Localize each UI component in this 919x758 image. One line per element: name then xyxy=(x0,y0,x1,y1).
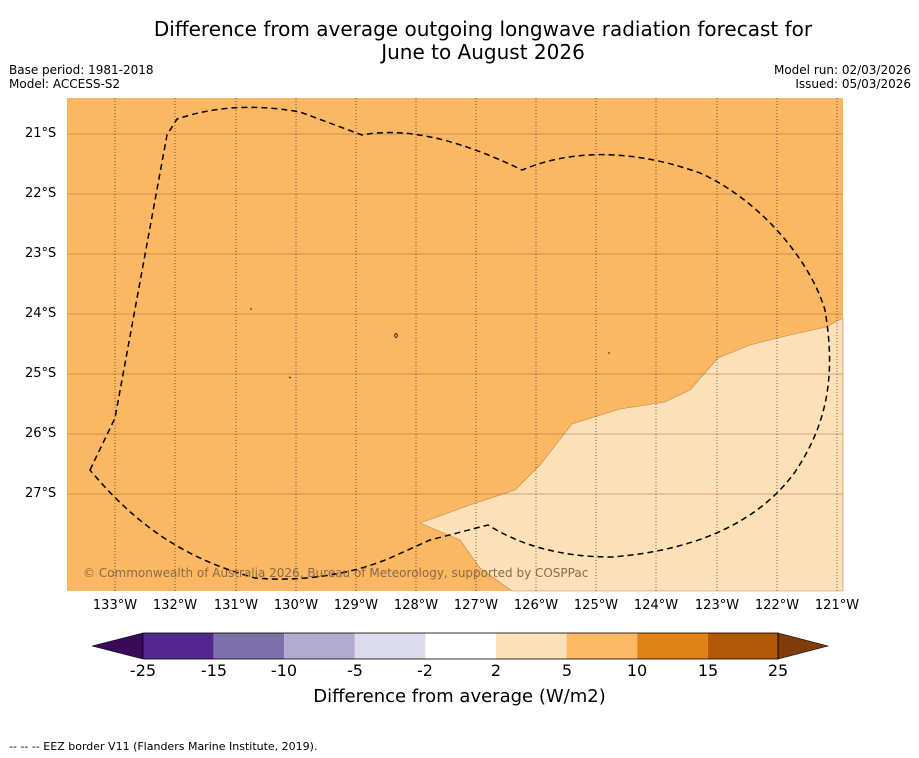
model-text: Model: ACCESS-S2 xyxy=(9,77,121,91)
lon-label: 131°W xyxy=(213,598,259,613)
island-marker xyxy=(288,376,292,379)
colorbar-tick-label: -15 xyxy=(200,661,228,680)
lon-label: 122°W xyxy=(754,598,800,613)
colorbar-segment xyxy=(354,633,426,659)
lon-label: 129°W xyxy=(333,598,379,613)
colorbar-outline xyxy=(142,632,779,660)
lon-label: 124°W xyxy=(633,598,679,613)
colorbar-title: Difference from average (W/m2) xyxy=(313,686,606,707)
issued-text: Issued: 05/03/2026 xyxy=(795,77,911,91)
lat-label: 24°S xyxy=(25,306,57,321)
lat-label: 27°S xyxy=(25,486,57,501)
colorbar-segment xyxy=(425,633,496,659)
colorbar-segment xyxy=(213,633,285,659)
lon-label: 121°W xyxy=(814,598,860,613)
lon-label: 125°W xyxy=(573,598,619,613)
latitude-gridlines xyxy=(67,133,843,495)
islands xyxy=(250,308,610,379)
colorbar-tick-label: 5 xyxy=(561,661,573,680)
title-line-2: June to August 2026 xyxy=(381,40,585,64)
colorbar-tick-label: 15 xyxy=(697,661,719,680)
lon-label: 133°W xyxy=(92,598,138,613)
colorbar-segment xyxy=(143,633,214,659)
lon-label: 127°W xyxy=(453,598,499,613)
lat-label: 21°S xyxy=(25,126,57,141)
colorbar-tick-label: 25 xyxy=(767,661,789,680)
lat-label: 22°S xyxy=(25,186,57,201)
copyright-text: © Commonwealth of Australia 2026, Bureau… xyxy=(83,566,588,580)
colorbar-tick-label: -25 xyxy=(129,661,157,680)
colorbar-segment xyxy=(284,633,355,659)
colorbar-segment xyxy=(637,633,708,659)
colorbar-tick-label: -2 xyxy=(417,661,433,680)
title-line-1: Difference from average outgoing longwav… xyxy=(153,17,813,41)
model-run-text: Model run: 02/03/2026 xyxy=(773,63,911,77)
lon-label: 128°W xyxy=(393,598,439,613)
colorbar-segment xyxy=(707,633,778,659)
colorbar-max-extension xyxy=(777,632,830,660)
footnote-eez: -- -- -- EEZ border V11 (Flanders Marine… xyxy=(9,740,318,753)
colorbar-tick-label: 2 xyxy=(490,661,502,680)
chart-title: Difference from average outgoing longwav… xyxy=(0,18,919,64)
lon-label: 123°W xyxy=(694,598,740,613)
run-info: Model run: 02/03/2026 Issued: 05/03/2026 xyxy=(774,63,911,91)
colorbar-min-extension xyxy=(91,632,144,660)
colorbar-tick-label: -10 xyxy=(270,661,298,680)
longitude-gridlines xyxy=(114,98,838,591)
lat-label: 26°S xyxy=(25,426,57,441)
colorbar-tick-label: 10 xyxy=(626,661,648,680)
lat-label: 23°S xyxy=(25,246,57,261)
lon-label: 132°W xyxy=(152,598,198,613)
lat-label: 25°S xyxy=(25,366,57,381)
colorbar-segment xyxy=(496,633,567,659)
lon-label: 126°W xyxy=(513,598,559,613)
island-marker xyxy=(394,333,398,338)
eez-border xyxy=(89,106,831,580)
colorbar xyxy=(91,632,830,660)
base-info: Base period: 1981-2018 Model: ACCESS-S2 xyxy=(9,63,154,91)
base-period-text: Base period: 1981-2018 xyxy=(9,63,154,77)
colorbar-tick-label: -5 xyxy=(347,661,363,680)
lon-label: 130°W xyxy=(273,598,319,613)
colorbar-segment xyxy=(566,633,638,659)
